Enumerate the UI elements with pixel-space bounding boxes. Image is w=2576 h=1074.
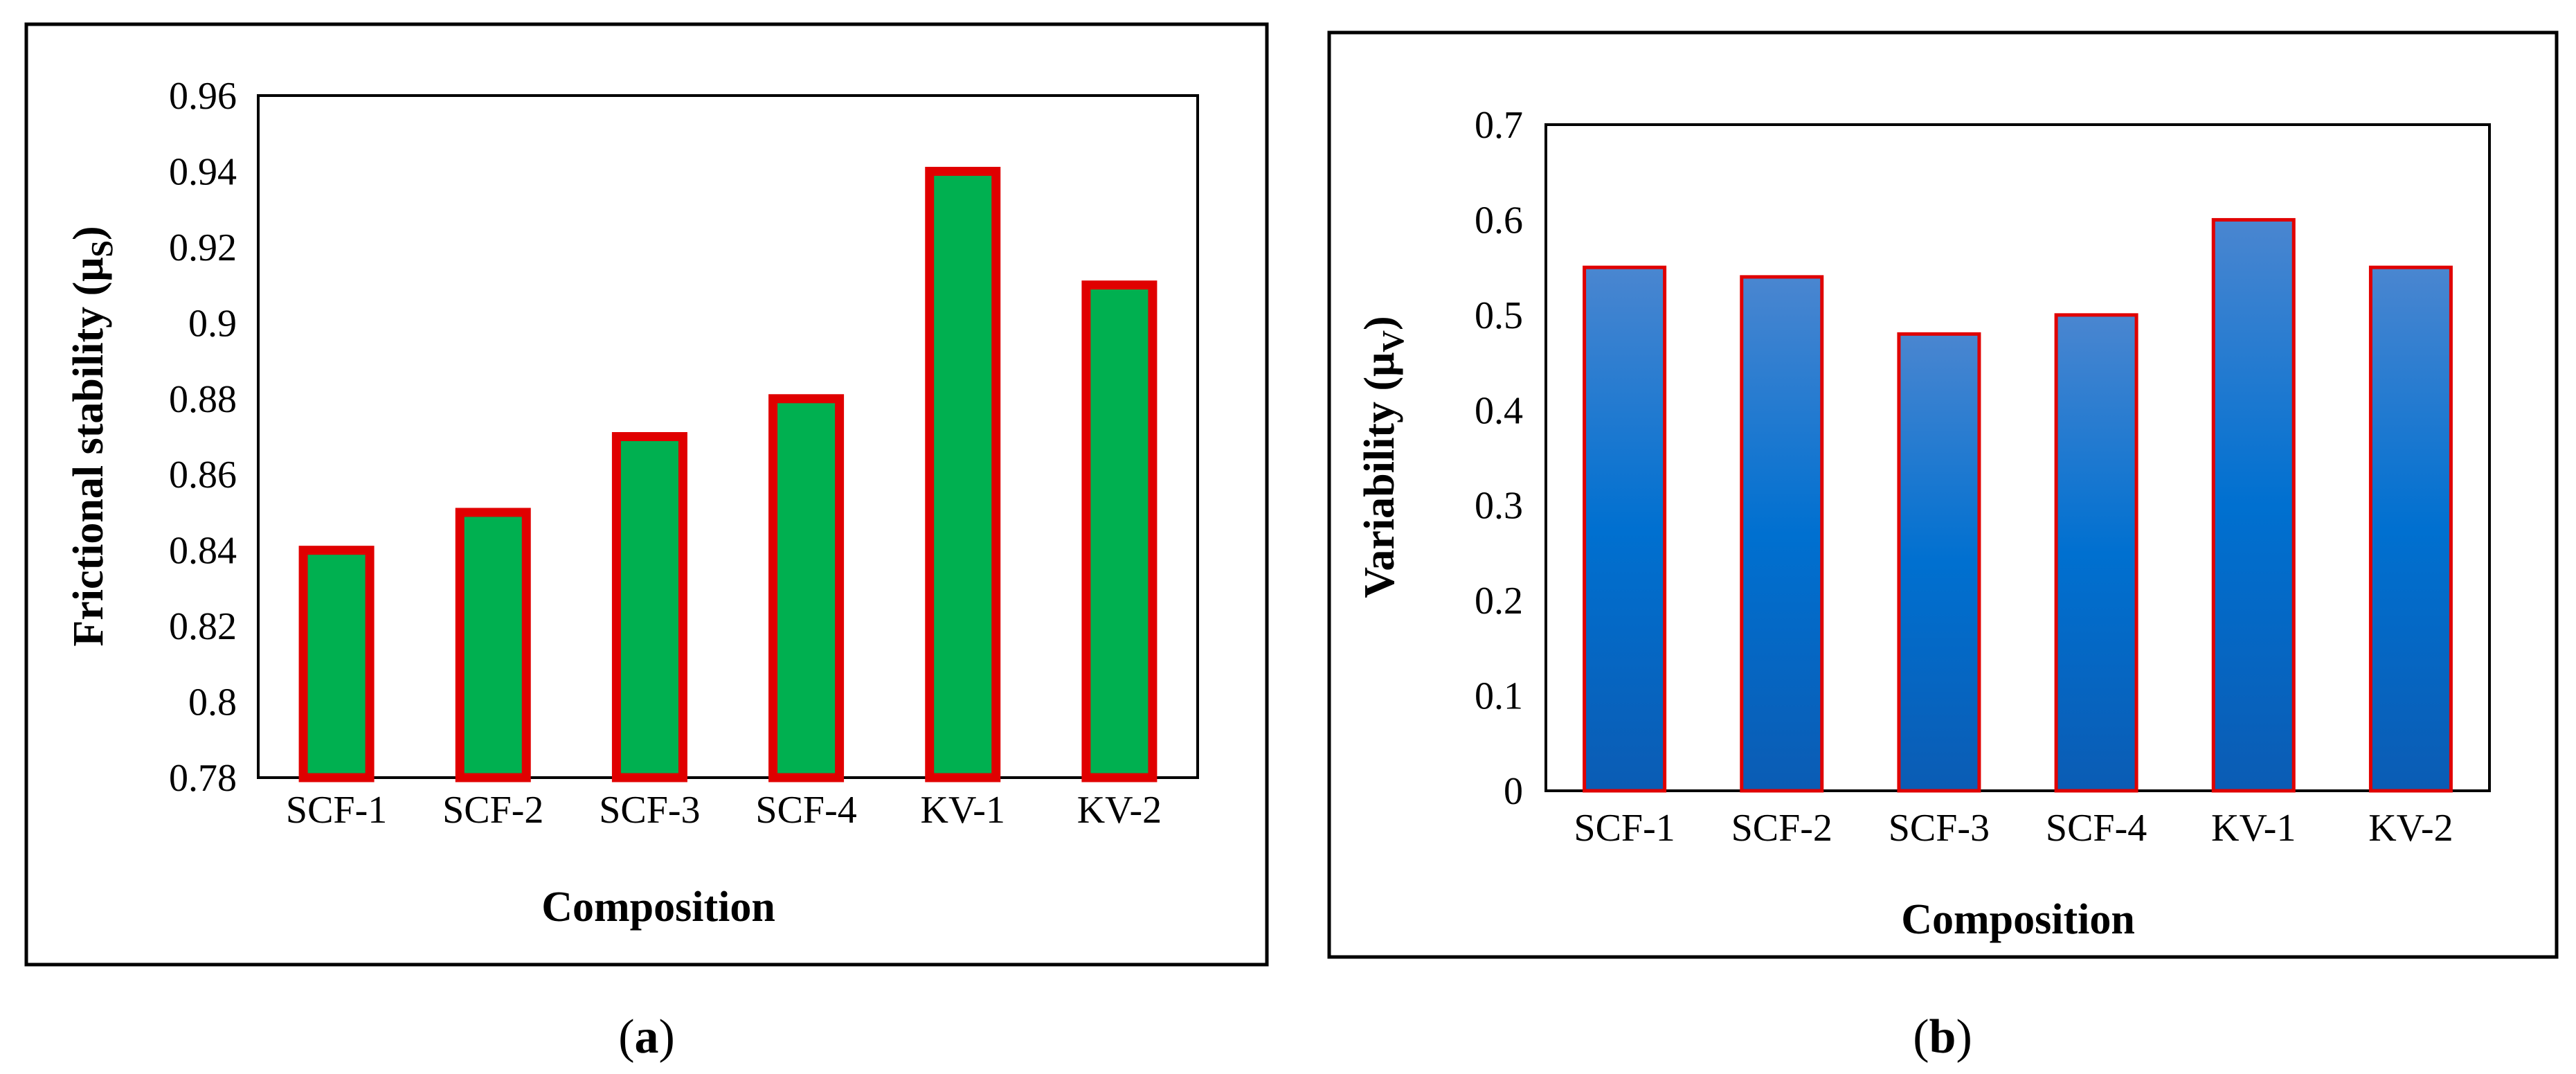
chart-b-y-tick-label: 0.1 <box>1475 675 1523 718</box>
chart-a-x-tick-label: SCF-2 <box>442 789 543 832</box>
chart-b-bar-kv-2 <box>2368 265 2453 793</box>
chart-a-y-tick-label: 0.88 <box>169 378 237 421</box>
chart-b-y-tick-label: 0.5 <box>1475 294 1523 337</box>
chart-b-bar-kv-1 <box>2211 217 2296 793</box>
chart-a-plot-area <box>257 94 1199 779</box>
chart-b-x-axis-title: Composition <box>1901 896 2135 943</box>
chart-a-bar-kv-1 <box>925 166 1001 782</box>
chart-b-y-tick-label: 0 <box>1504 770 1523 813</box>
chart-b-bar-scf-2 <box>1740 275 1824 793</box>
panel-label-b: (b) <box>1913 1010 1972 1064</box>
chart-b-y-tick-label: 0.3 <box>1475 485 1523 528</box>
chart-a-x-tick-label: SCF-4 <box>755 789 856 832</box>
chart-b-y-tick-label: 0.4 <box>1475 389 1523 432</box>
chart-a: 0.78 0.8 0.82 0.84 0.86 0.88 0.9 0.92 0.94 0.96 S… <box>24 22 1269 967</box>
chart-a-bar-scf-3 <box>611 432 687 782</box>
chart-b-y-tick-label: 0.2 <box>1475 580 1523 623</box>
chart-a-y-tick-label: 0.8 <box>188 681 237 724</box>
chart-a-y-tick-label: 0.78 <box>169 757 237 800</box>
chart-b-x-tick-label: KV-2 <box>2368 807 2453 850</box>
chart-a-y-axis-title: Frictional stability (μS) <box>65 226 119 646</box>
chart-b-bar-scf-3 <box>1897 332 1981 793</box>
chart-b-plot-area <box>1544 123 2491 792</box>
chart-b-x-tick-label: SCF-2 <box>1731 807 1832 850</box>
chart-a-x-tick-label: KV-2 <box>1077 789 1162 832</box>
chart-a-bar-scf-4 <box>768 394 845 782</box>
panel-label-a: (a) <box>618 1010 675 1064</box>
chart-b-x-tick-label: SCF-3 <box>1889 807 1990 850</box>
chart-a-y-tick-label: 0.82 <box>169 605 237 648</box>
chart-b-bar-scf-4 <box>2054 313 2138 793</box>
chart-a-x-tick-label: SCF-1 <box>286 789 387 832</box>
chart-b-y-tick-label: 0.7 <box>1475 104 1523 147</box>
chart-a-y-tick-label: 0.84 <box>169 530 237 573</box>
chart-a-x-tick-label: SCF-3 <box>599 789 700 832</box>
chart-a-bar-kv-2 <box>1081 280 1158 782</box>
chart-a-x-tick-label: KV-1 <box>921 789 1005 832</box>
chart-a-bar-scf-1 <box>298 546 375 782</box>
chart-b-y-tick-label: 0.6 <box>1475 199 1523 242</box>
chart-b-x-tick-label: SCF-1 <box>1574 807 1675 850</box>
chart-b-y-axis-title: Variability (μV) <box>1356 316 1410 598</box>
chart-b-bar-scf-1 <box>1583 265 1667 793</box>
chart-a-y-tick-label: 0.86 <box>169 454 237 496</box>
chart-a-bar-scf-2 <box>455 508 531 782</box>
chart-a-x-axis-title: Composition <box>541 884 775 931</box>
chart-a-y-tick-label: 0.96 <box>169 75 237 118</box>
chart-a-y-tick-label: 0.92 <box>169 226 237 269</box>
chart-a-y-tick-label: 0.9 <box>188 302 237 345</box>
chart-b: 0 0.1 0.2 0.3 0.4 0.5 0.6 0.7 SCF-1 SCF-2 SCF-3 SC… <box>1327 30 2559 959</box>
chart-b-x-tick-label: KV-1 <box>2211 807 2296 850</box>
chart-b-x-tick-label: SCF-4 <box>2046 807 2147 850</box>
chart-a-y-tick-label: 0.94 <box>169 150 237 193</box>
